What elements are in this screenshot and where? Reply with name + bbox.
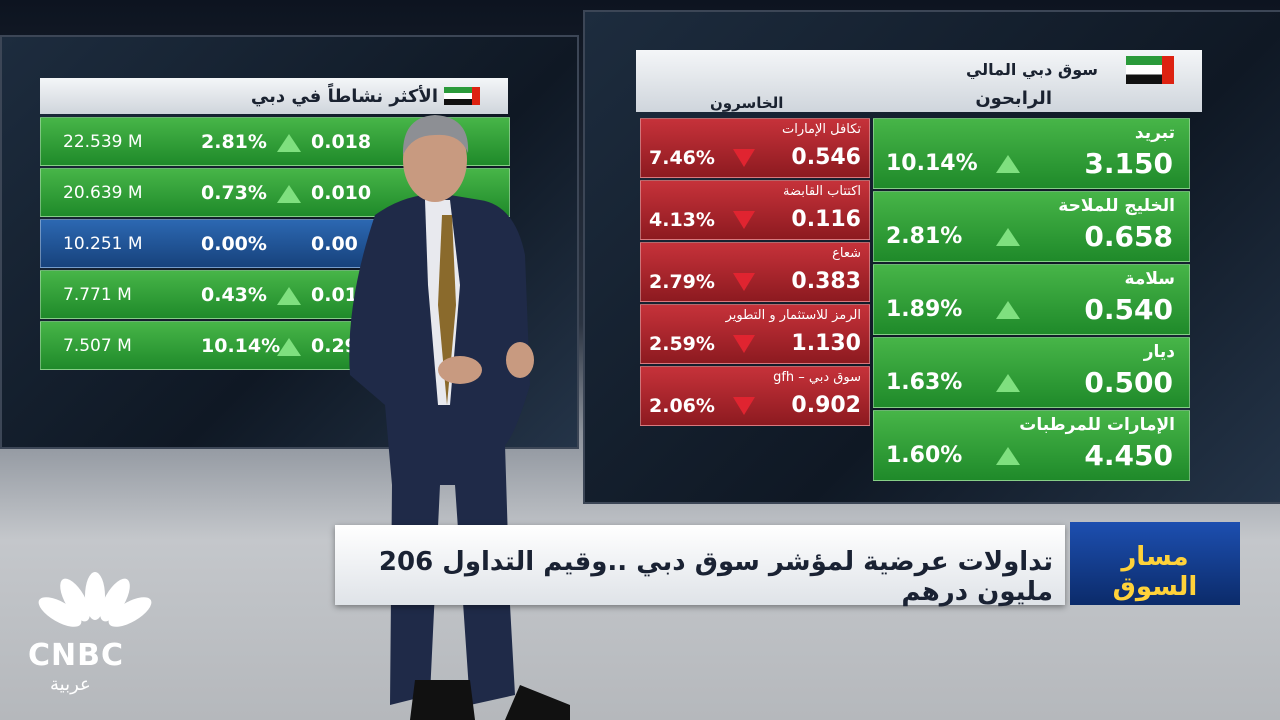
loser-row: تكافل الإمارات 7.46% 0.546 (640, 118, 870, 178)
change-pct: 4.13% (649, 209, 715, 231)
up-arrow (996, 155, 1020, 173)
down-arrow (733, 149, 755, 167)
market-title: سوق دبي المالي (965, 60, 1098, 79)
price: 0.658 (1084, 220, 1173, 253)
change-pct: 0.73% (201, 182, 267, 204)
up-arrow (277, 287, 301, 305)
gainers-title: الرابحون (975, 88, 1052, 109)
uae-flag (444, 87, 480, 105)
most-active-table: 22.539 M 2.81% 0.018 20.639 M 0.73% 0.010 10.2… (40, 117, 510, 382)
volume: 22.539 M (63, 132, 143, 152)
losers-title: الخاسرون (710, 94, 784, 112)
gainer-row: تبريد 10.14% 3.150 (873, 118, 1190, 189)
change: 0.00 (311, 233, 358, 255)
change-pct: 1.89% (886, 297, 963, 322)
market-header: سوق دبي المالي الرابحون الخاسرون (636, 50, 1202, 112)
gainer-row: الخليج للملاحة 2.81% 0.658 (873, 191, 1190, 262)
change: 0.01 (311, 284, 358, 306)
headline: تداولات عرضية لمؤشر سوق دبي ..وقيم التدا… (378, 547, 1053, 607)
up-arrow (996, 301, 1020, 319)
up-arrow (277, 185, 301, 203)
change-pct: 2.81% (201, 131, 267, 153)
gainer-row: سلامة 1.89% 0.540 (873, 264, 1190, 335)
program-logo: مسار السوق (1070, 522, 1240, 605)
uae-flag (1126, 56, 1174, 84)
change-pct: 2.79% (649, 271, 715, 293)
volume: 10.251 M (63, 234, 143, 254)
price: 1.130 (791, 331, 861, 356)
headline-bar: تداولات عرضية لمؤشر سوق دبي ..وقيم التدا… (335, 525, 1065, 607)
change-pct: 2.06% (649, 395, 715, 417)
down-arrow (733, 335, 755, 353)
stock-name: gfh – سوق دبي (773, 370, 861, 385)
change: 0.010 (311, 182, 372, 204)
down-arrow (733, 397, 755, 415)
presenter (349, 115, 570, 720)
change-pct: 7.46% (649, 147, 715, 169)
stock-name: الرمز للاستثمار و التطوير (725, 308, 861, 323)
change-pct: 1.60% (886, 443, 963, 468)
volume: 7.507 M (63, 336, 132, 356)
most-active-title: الأكثر نشاطاً في دبي (250, 86, 438, 107)
change: 0.018 (311, 131, 372, 153)
stock-name: ديار (1143, 342, 1175, 362)
change-pct: 0.00% (201, 233, 267, 255)
price: 4.450 (1084, 439, 1173, 472)
price: 0.902 (791, 393, 861, 418)
brand-sub: عربية (50, 674, 91, 695)
change-pct: 0.43% (201, 284, 267, 306)
down-arrow (733, 211, 755, 229)
loser-row: شعاع 2.79% 0.383 (640, 242, 870, 302)
stock-name: تبريد (1134, 123, 1175, 143)
stock-name: اكتتاب القابضة (783, 184, 861, 199)
up-arrow (277, 134, 301, 152)
stock-name: سلامة (1124, 269, 1175, 289)
most-active-header: الأكثر نشاطاً في دبي (40, 78, 508, 114)
price: 0.116 (791, 207, 861, 232)
change-pct: 10.14% (201, 335, 281, 357)
change-pct: 10.14% (886, 151, 978, 176)
price: 3.150 (1084, 147, 1173, 180)
change-pct: 1.63% (886, 370, 963, 395)
gainers-losers-table: تبريد 10.14% 3.150 الخليج للملاحة 2.81% 0.658… (640, 118, 1190, 483)
change-pct: 2.59% (649, 333, 715, 355)
down-arrow (733, 273, 755, 291)
loser-row: اكتتاب القابضة 4.13% 0.116 (640, 180, 870, 240)
price: 0.546 (791, 145, 861, 170)
up-arrow (996, 374, 1020, 392)
up-arrow (996, 447, 1020, 465)
stock-name: شعاع (832, 246, 861, 261)
up-arrow (996, 228, 1020, 246)
change-pct: 2.81% (886, 224, 963, 249)
stock-name: تكافل الإمارات (781, 122, 861, 137)
peacock-logo (38, 572, 152, 627)
loser-row: gfh – سوق دبي 2.06% 0.902 (640, 366, 870, 426)
gainer-row: الإمارات للمرطبات 1.60% 4.450 (873, 410, 1190, 481)
brand: CNBC (28, 638, 125, 673)
stock-name: الإمارات للمرطبات (1019, 415, 1175, 435)
stock-name: الخليج للملاحة (1058, 196, 1175, 216)
program-name: مسار السوق (1112, 542, 1198, 602)
price: 0.383 (791, 269, 861, 294)
gainer-row: ديار 1.63% 0.500 (873, 337, 1190, 408)
loser-row: الرمز للاستثمار و التطوير 2.59% 1.130 (640, 304, 870, 364)
price: 0.500 (1084, 366, 1173, 399)
up-arrow (277, 338, 301, 356)
price: 0.540 (1084, 293, 1173, 326)
volume: 20.639 M (63, 183, 143, 203)
volume: 7.771 M (63, 285, 132, 305)
